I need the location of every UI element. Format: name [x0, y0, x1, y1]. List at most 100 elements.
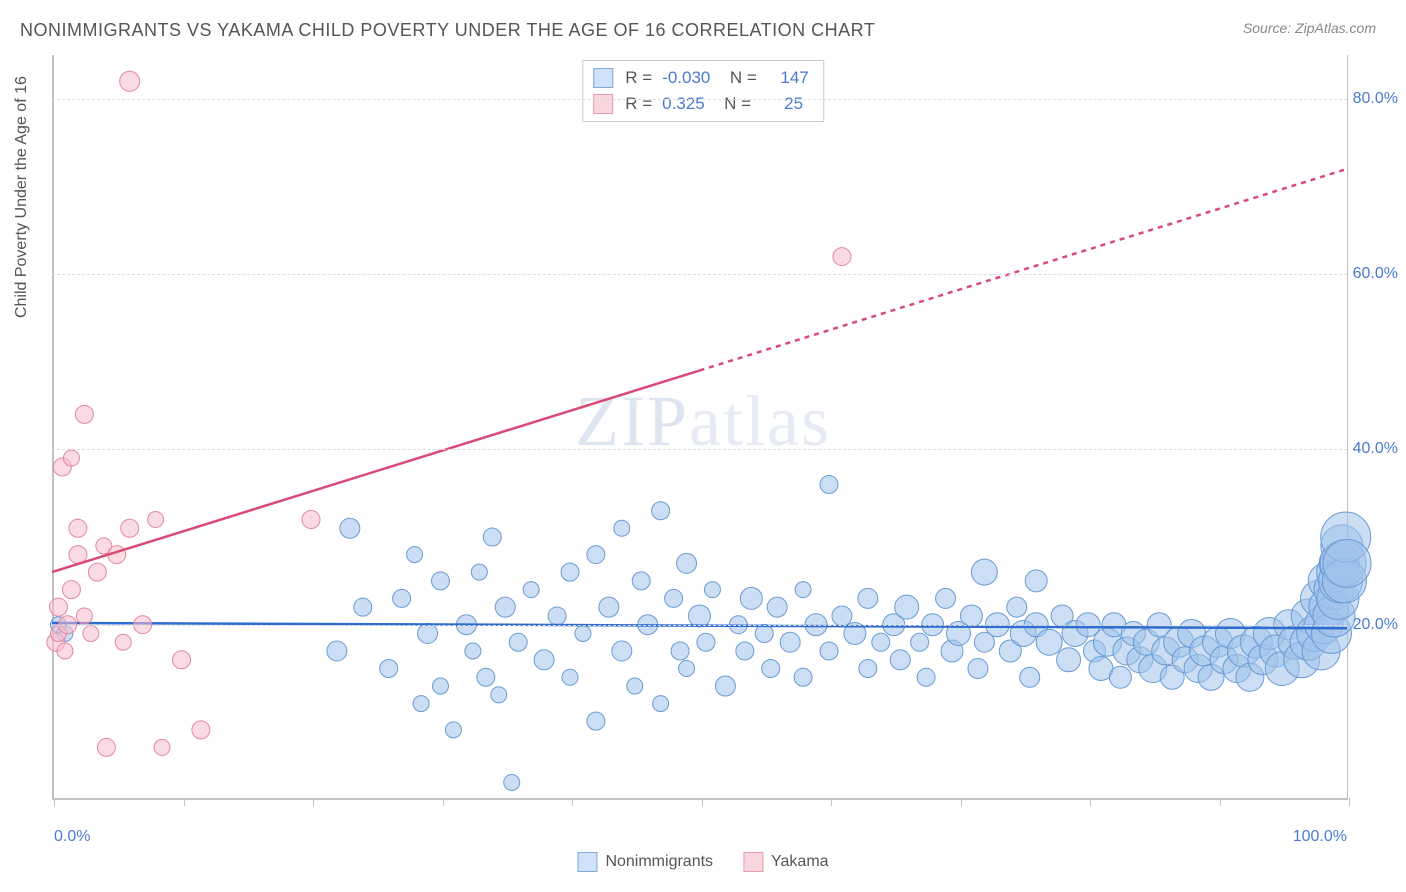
data-point: [49, 598, 67, 616]
source-label: Source:: [1243, 20, 1291, 36]
data-point: [859, 660, 877, 678]
source-attribution: Source: ZipAtlas.com: [1243, 20, 1376, 36]
data-point: [960, 605, 982, 627]
data-point: [509, 633, 527, 651]
data-point: [495, 597, 515, 617]
data-point: [755, 624, 773, 642]
legend-label: Nonimmigrants: [605, 853, 713, 871]
stats-n-value: 25: [757, 91, 807, 117]
data-point: [665, 589, 683, 607]
data-point: [936, 588, 956, 608]
data-point: [736, 642, 754, 660]
data-point: [1057, 648, 1081, 672]
data-point: [148, 512, 164, 528]
y-tick-label: 40.0%: [1353, 440, 1398, 458]
data-point: [794, 668, 812, 686]
stats-n-label: N =: [720, 65, 756, 91]
correlation-chart: NONIMMIGRANTS VS YAKAMA CHILD POVERTY UN…: [0, 0, 1406, 892]
data-point: [971, 559, 997, 585]
stats-swatch: [593, 94, 613, 114]
data-point: [677, 553, 697, 573]
data-point: [1025, 570, 1047, 592]
data-point: [715, 676, 735, 696]
stats-n-value: 147: [763, 65, 813, 91]
data-point: [689, 605, 711, 627]
data-point: [413, 696, 429, 712]
legend-label: Yakama: [771, 853, 829, 871]
data-point: [1036, 629, 1062, 655]
stats-row: R =0.325 N =25: [593, 91, 813, 117]
data-point: [614, 520, 630, 536]
data-point: [740, 587, 762, 609]
data-point: [820, 475, 838, 493]
legend-item: Yakama: [743, 852, 829, 872]
data-point: [115, 634, 131, 650]
data-point: [407, 547, 423, 563]
data-point: [895, 595, 919, 619]
gridline-h: [52, 274, 1347, 275]
data-point: [767, 597, 787, 617]
data-point: [471, 564, 487, 580]
data-point: [57, 643, 73, 659]
stats-r-value: -0.030: [658, 65, 714, 91]
plot-right-border: [1347, 55, 1348, 800]
data-point: [380, 660, 398, 678]
gridline-h: [52, 99, 1347, 100]
data-point: [192, 721, 210, 739]
data-point: [917, 668, 935, 686]
data-point: [890, 650, 910, 670]
data-point: [120, 71, 140, 91]
data-point: [75, 405, 93, 423]
stats-r-label: R =: [625, 91, 652, 117]
data-point: [63, 450, 79, 466]
data-point: [69, 519, 87, 537]
data-point: [795, 582, 811, 598]
data-point: [483, 528, 501, 546]
stats-n-label: N =: [715, 91, 751, 117]
stats-legend-box: R =-0.030 N =147R =0.325 N =25: [582, 60, 824, 122]
data-point: [327, 641, 347, 661]
data-point: [832, 606, 852, 626]
stats-r-value: 0.325: [658, 91, 709, 117]
x-axis-min-label: 0.0%: [54, 828, 90, 846]
data-point: [1007, 597, 1027, 617]
data-point: [653, 696, 669, 712]
data-point: [302, 511, 320, 529]
data-point: [587, 712, 605, 730]
data-point: [548, 607, 566, 625]
gridline-h: [52, 449, 1347, 450]
data-point: [599, 597, 619, 617]
data-point: [83, 625, 99, 641]
trend-line-dashed: [700, 169, 1348, 371]
data-point: [587, 546, 605, 564]
data-point: [679, 661, 695, 677]
data-point: [477, 668, 495, 686]
data-point: [76, 608, 92, 624]
data-point: [121, 519, 139, 537]
stats-r-label: R =: [625, 65, 652, 91]
data-point: [762, 660, 780, 678]
data-point: [1109, 666, 1131, 688]
gridline-h: [52, 625, 1347, 626]
y-tick-label: 20.0%: [1353, 616, 1398, 634]
data-point: [393, 589, 411, 607]
data-point: [62, 581, 80, 599]
data-point: [561, 563, 579, 581]
legend-swatch: [743, 852, 763, 872]
stats-swatch: [593, 68, 613, 88]
trend-line-solid: [52, 371, 700, 573]
data-point: [354, 598, 372, 616]
data-point: [504, 774, 520, 790]
data-point: [704, 582, 720, 598]
y-tick-label: 60.0%: [1353, 265, 1398, 283]
legend-swatch: [577, 852, 597, 872]
data-point: [575, 625, 591, 641]
data-point: [652, 502, 670, 520]
chart-title: NONIMMIGRANTS VS YAKAMA CHILD POVERTY UN…: [20, 20, 875, 41]
data-point: [820, 642, 838, 660]
data-point: [632, 572, 650, 590]
source-value: ZipAtlas.com: [1295, 20, 1376, 36]
data-point: [968, 659, 988, 679]
data-point: [465, 643, 481, 659]
data-point: [445, 722, 461, 738]
